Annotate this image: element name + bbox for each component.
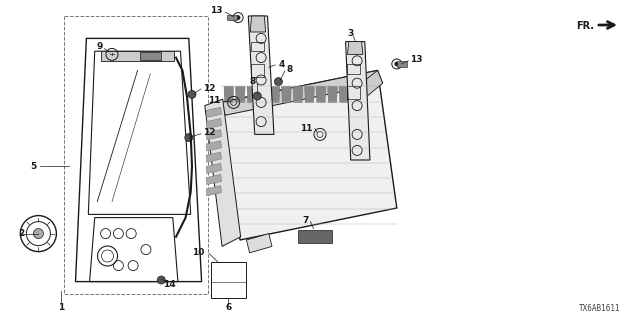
Polygon shape xyxy=(348,42,363,54)
Polygon shape xyxy=(282,86,291,102)
Polygon shape xyxy=(224,86,234,102)
Polygon shape xyxy=(206,107,221,117)
Text: 3: 3 xyxy=(348,29,354,38)
Text: 5: 5 xyxy=(30,162,36,171)
Text: 8: 8 xyxy=(287,65,293,74)
Text: 6: 6 xyxy=(225,303,232,312)
Polygon shape xyxy=(221,70,397,240)
Polygon shape xyxy=(227,15,237,20)
Polygon shape xyxy=(259,86,268,102)
Text: 12: 12 xyxy=(204,128,216,137)
Text: 9: 9 xyxy=(96,42,102,51)
Text: 12: 12 xyxy=(204,84,216,92)
Text: 13: 13 xyxy=(210,6,223,15)
Polygon shape xyxy=(206,118,221,129)
Polygon shape xyxy=(250,16,266,32)
Text: 14: 14 xyxy=(163,280,176,289)
Polygon shape xyxy=(346,42,370,160)
Text: 8: 8 xyxy=(250,77,256,86)
Polygon shape xyxy=(248,16,274,134)
Polygon shape xyxy=(298,230,332,243)
Text: 13: 13 xyxy=(410,55,422,64)
Polygon shape xyxy=(397,61,407,67)
Polygon shape xyxy=(339,86,349,102)
Polygon shape xyxy=(140,52,161,60)
Polygon shape xyxy=(206,163,221,173)
Polygon shape xyxy=(206,174,221,185)
Polygon shape xyxy=(305,86,314,102)
Polygon shape xyxy=(270,86,280,102)
Polygon shape xyxy=(236,86,245,102)
Text: TX6AB1611: TX6AB1611 xyxy=(579,304,621,313)
Circle shape xyxy=(188,91,196,99)
Text: FR.: FR. xyxy=(576,21,594,31)
Text: 11: 11 xyxy=(208,96,221,105)
Polygon shape xyxy=(293,86,303,102)
Polygon shape xyxy=(351,86,360,102)
Polygon shape xyxy=(246,234,272,253)
Polygon shape xyxy=(328,86,337,102)
Circle shape xyxy=(275,78,282,86)
Polygon shape xyxy=(357,70,383,99)
Text: 11: 11 xyxy=(300,124,312,132)
Polygon shape xyxy=(205,99,241,246)
Text: 2: 2 xyxy=(18,229,24,238)
Polygon shape xyxy=(247,86,257,102)
Polygon shape xyxy=(206,152,221,162)
Circle shape xyxy=(395,62,399,66)
Circle shape xyxy=(157,276,165,284)
Text: 1: 1 xyxy=(58,303,64,312)
Polygon shape xyxy=(206,141,221,151)
Circle shape xyxy=(253,92,261,100)
Polygon shape xyxy=(206,186,221,196)
Circle shape xyxy=(33,228,44,239)
Text: 7: 7 xyxy=(302,216,308,225)
Polygon shape xyxy=(206,130,221,140)
Text: 4: 4 xyxy=(278,60,285,68)
Circle shape xyxy=(236,16,240,20)
Polygon shape xyxy=(221,70,383,115)
Polygon shape xyxy=(316,86,326,102)
Polygon shape xyxy=(101,51,174,61)
Circle shape xyxy=(185,134,193,141)
Text: 10: 10 xyxy=(193,248,205,257)
